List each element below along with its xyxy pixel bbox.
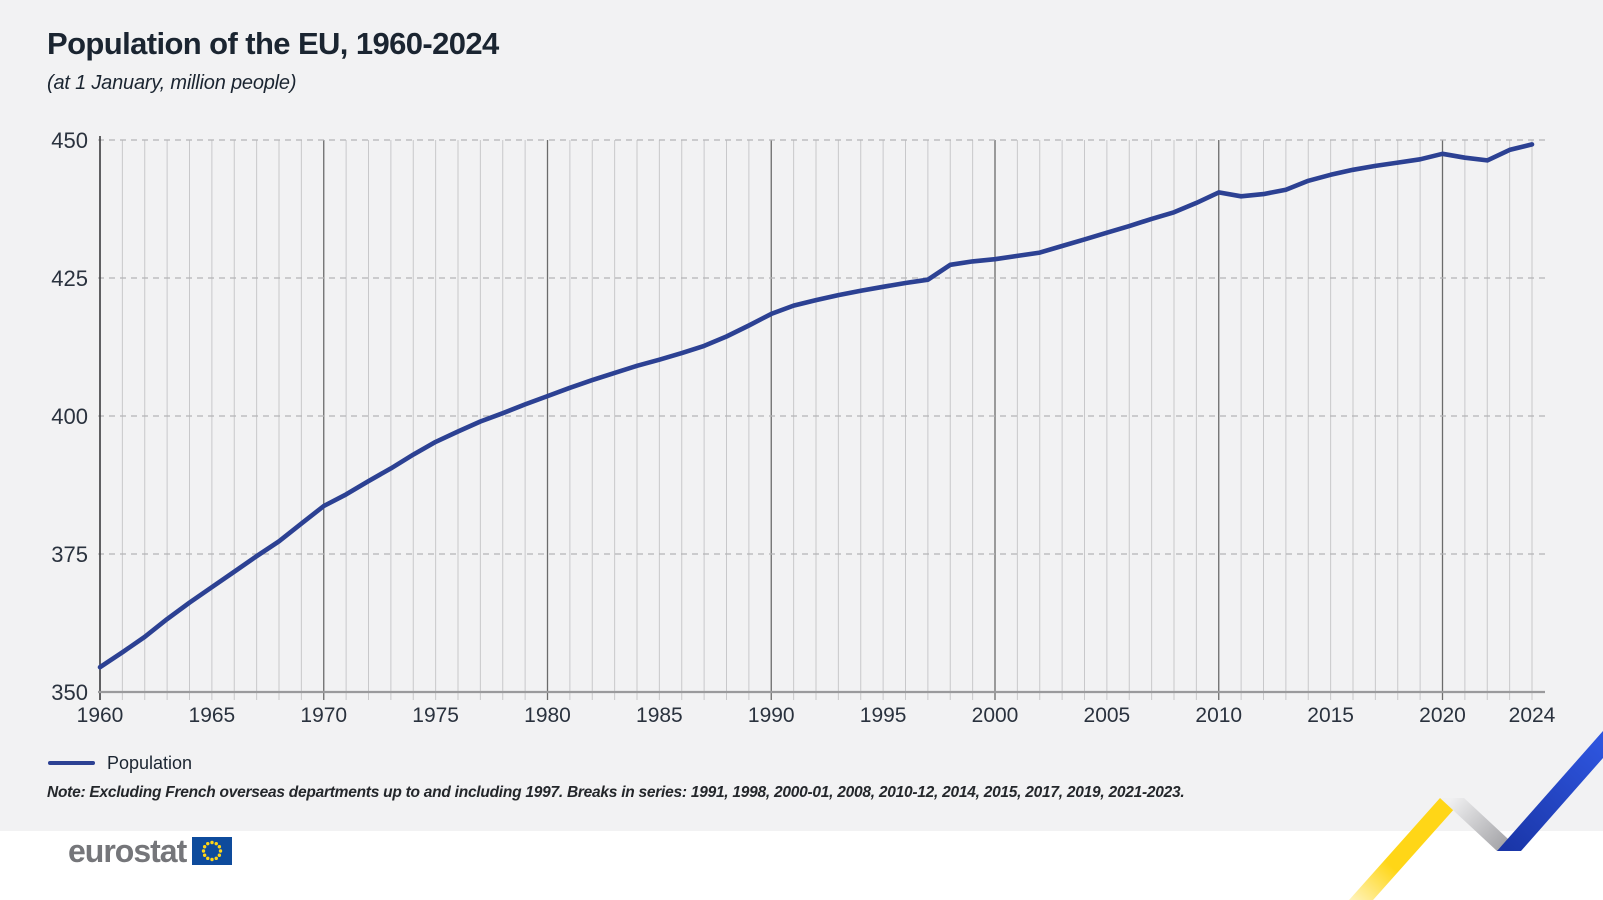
svg-text:1975: 1975 [412,704,459,727]
svg-text:1990: 1990 [748,704,795,727]
svg-text:1995: 1995 [860,704,907,727]
svg-text:1965: 1965 [189,704,236,727]
svg-text:2015: 2015 [1307,704,1354,727]
eurostat-wordmark: eurostat [68,833,187,869]
svg-text:2000: 2000 [972,704,1019,727]
svg-text:2005: 2005 [1084,704,1131,727]
svg-text:1985: 1985 [636,704,683,727]
svg-text:1960: 1960 [77,704,124,727]
svg-text:2020: 2020 [1419,704,1466,727]
svg-text:400: 400 [51,404,88,429]
page-title: Population of the EU, 1960-2024 [47,26,499,61]
legend-line-swatch [48,761,95,765]
eu-flag-icon [192,837,233,865]
legend-label: Population [107,752,193,773]
page-subtitle: (at 1 January, million people) [47,72,297,94]
chart-legend: Population [48,752,192,774]
svg-text:2010: 2010 [1195,704,1242,727]
svg-text:1980: 1980 [524,704,571,727]
footnote: Note: Excluding French overseas departme… [47,784,1185,801]
svg-text:375: 375 [51,542,88,567]
svg-text:450: 450 [51,128,88,153]
svg-text:425: 425 [51,266,88,291]
svg-text:1970: 1970 [300,704,347,727]
footer-band [0,831,1603,900]
svg-text:350: 350 [51,680,88,705]
eurostat-logo: eurostat [68,833,233,869]
svg-text:2024: 2024 [1509,704,1556,727]
